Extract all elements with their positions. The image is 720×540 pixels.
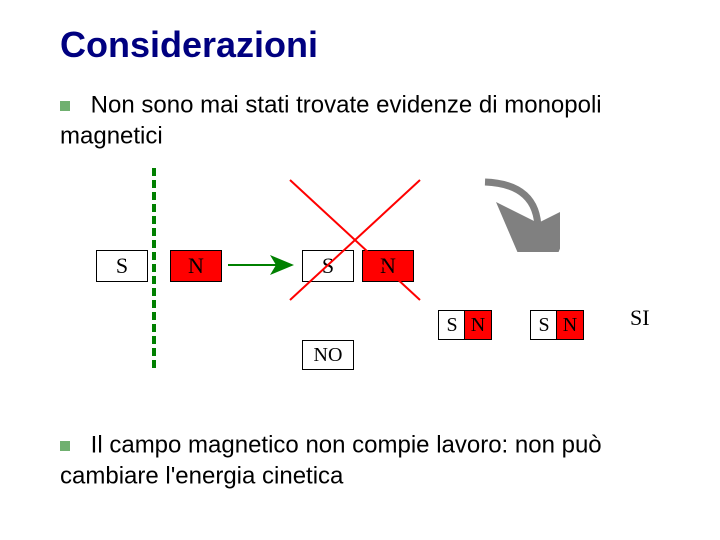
- no-box: NO: [302, 340, 354, 370]
- bullet-square-icon: [60, 101, 70, 111]
- magnet1-s: S: [96, 250, 148, 282]
- curved-arrow-icon: [470, 172, 560, 252]
- title-text: Considerazioni: [60, 24, 318, 65]
- cross-icon: [285, 175, 425, 305]
- bullet-square-icon: [60, 441, 70, 451]
- si-text: SI: [630, 305, 650, 330]
- si-label: SI: [630, 305, 650, 331]
- bullet-1: Non sono mai stati trovate evidenze di m…: [60, 90, 660, 151]
- cut-dashed-line: [152, 168, 156, 368]
- bullet-2-text: Il campo magnetico non compie lavoro: no…: [60, 432, 602, 490]
- small-magnet1-s: S: [438, 310, 466, 340]
- small-magnet2-s: S: [530, 310, 558, 340]
- small-magnet1-s-label: S: [446, 314, 457, 336]
- magnet1-n-label: N: [188, 253, 204, 278]
- no-label: NO: [314, 344, 343, 366]
- small-magnet1-n-label: N: [471, 314, 485, 336]
- bullet-2: Il campo magnetico non compie lavoro: no…: [60, 430, 680, 491]
- bullet-1-text: Non sono mai stati trovate evidenze di m…: [60, 92, 602, 150]
- small-magnet2-s-label: S: [538, 314, 549, 336]
- small-magnet2-n: N: [556, 310, 584, 340]
- page-title: Considerazioni: [60, 24, 318, 66]
- small-magnet2-n-label: N: [563, 314, 577, 336]
- magnet1-s-label: S: [116, 253, 128, 278]
- magnet1-n: N: [170, 250, 222, 282]
- small-magnet1-n: N: [464, 310, 492, 340]
